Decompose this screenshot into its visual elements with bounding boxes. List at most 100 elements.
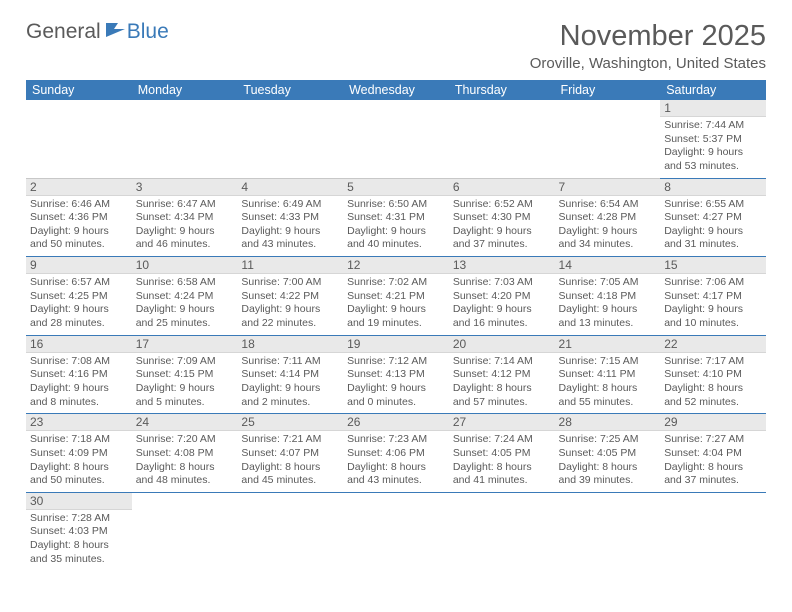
calendar-cell	[555, 100, 661, 178]
day-number: 21	[555, 336, 661, 353]
day-number: 11	[237, 257, 343, 274]
day-details: Sunrise: 7:05 AMSunset: 4:18 PMDaylight:…	[555, 274, 661, 335]
logo-flag-icon	[105, 21, 127, 44]
header-block: General Blue November 2025 Oroville, Was…	[26, 20, 766, 72]
day-number: 15	[660, 257, 766, 274]
calendar-cell: 24Sunrise: 7:20 AMSunset: 4:08 PMDayligh…	[132, 414, 238, 493]
day-details: Sunrise: 6:50 AMSunset: 4:31 PMDaylight:…	[343, 196, 449, 257]
day-details: Sunrise: 7:15 AMSunset: 4:11 PMDaylight:…	[555, 353, 661, 414]
day-details: Sunrise: 7:09 AMSunset: 4:15 PMDaylight:…	[132, 353, 238, 414]
day-number: 20	[449, 336, 555, 353]
calendar-cell	[449, 100, 555, 178]
calendar-cell: 11Sunrise: 7:00 AMSunset: 4:22 PMDayligh…	[237, 257, 343, 336]
day-number: 27	[449, 414, 555, 431]
calendar-cell: 7Sunrise: 6:54 AMSunset: 4:28 PMDaylight…	[555, 178, 661, 257]
calendar-week-row: 2Sunrise: 6:46 AMSunset: 4:36 PMDaylight…	[26, 178, 766, 257]
day-number: 6	[449, 179, 555, 196]
weekday-header: Friday	[555, 80, 661, 100]
weekday-header: Monday	[132, 80, 238, 100]
day-details: Sunrise: 6:57 AMSunset: 4:25 PMDaylight:…	[26, 274, 132, 335]
logo-text-general: General	[26, 20, 101, 44]
calendar-cell: 4Sunrise: 6:49 AMSunset: 4:33 PMDaylight…	[237, 178, 343, 257]
day-details: Sunrise: 6:52 AMSunset: 4:30 PMDaylight:…	[449, 196, 555, 257]
day-details: Sunrise: 7:24 AMSunset: 4:05 PMDaylight:…	[449, 431, 555, 492]
day-details: Sunrise: 7:08 AMSunset: 4:16 PMDaylight:…	[26, 353, 132, 414]
calendar-cell: 28Sunrise: 7:25 AMSunset: 4:05 PMDayligh…	[555, 414, 661, 493]
calendar-cell: 19Sunrise: 7:12 AMSunset: 4:13 PMDayligh…	[343, 335, 449, 414]
day-number: 10	[132, 257, 238, 274]
calendar-cell: 14Sunrise: 7:05 AMSunset: 4:18 PMDayligh…	[555, 257, 661, 336]
calendar-cell: 30Sunrise: 7:28 AMSunset: 4:03 PMDayligh…	[26, 492, 132, 570]
day-number: 3	[132, 179, 238, 196]
day-details: Sunrise: 6:55 AMSunset: 4:27 PMDaylight:…	[660, 196, 766, 257]
weekday-header: Thursday	[449, 80, 555, 100]
calendar-cell: 20Sunrise: 7:14 AMSunset: 4:12 PMDayligh…	[449, 335, 555, 414]
day-number: 2	[26, 179, 132, 196]
page-title: November 2025	[530, 20, 766, 53]
calendar-cell	[237, 100, 343, 178]
day-details: Sunrise: 6:54 AMSunset: 4:28 PMDaylight:…	[555, 196, 661, 257]
day-details: Sunrise: 7:00 AMSunset: 4:22 PMDaylight:…	[237, 274, 343, 335]
weekday-header: Wednesday	[343, 80, 449, 100]
calendar-cell: 8Sunrise: 6:55 AMSunset: 4:27 PMDaylight…	[660, 178, 766, 257]
day-details: Sunrise: 7:18 AMSunset: 4:09 PMDaylight:…	[26, 431, 132, 492]
day-number: 12	[343, 257, 449, 274]
calendar-cell: 22Sunrise: 7:17 AMSunset: 4:10 PMDayligh…	[660, 335, 766, 414]
calendar-cell: 5Sunrise: 6:50 AMSunset: 4:31 PMDaylight…	[343, 178, 449, 257]
day-details: Sunrise: 7:21 AMSunset: 4:07 PMDaylight:…	[237, 431, 343, 492]
calendar-cell: 29Sunrise: 7:27 AMSunset: 4:04 PMDayligh…	[660, 414, 766, 493]
day-details: Sunrise: 7:02 AMSunset: 4:21 PMDaylight:…	[343, 274, 449, 335]
calendar-cell: 25Sunrise: 7:21 AMSunset: 4:07 PMDayligh…	[237, 414, 343, 493]
calendar-cell	[132, 492, 238, 570]
day-details: Sunrise: 7:28 AMSunset: 4:03 PMDaylight:…	[26, 510, 132, 571]
day-number: 1	[660, 100, 766, 117]
calendar-week-row: 16Sunrise: 7:08 AMSunset: 4:16 PMDayligh…	[26, 335, 766, 414]
day-number: 28	[555, 414, 661, 431]
day-number: 7	[555, 179, 661, 196]
calendar-cell	[555, 492, 661, 570]
calendar-cell: 18Sunrise: 7:11 AMSunset: 4:14 PMDayligh…	[237, 335, 343, 414]
day-details: Sunrise: 7:23 AMSunset: 4:06 PMDaylight:…	[343, 431, 449, 492]
logo: General Blue	[26, 20, 169, 44]
day-number: 22	[660, 336, 766, 353]
calendar-cell: 10Sunrise: 6:58 AMSunset: 4:24 PMDayligh…	[132, 257, 238, 336]
calendar-cell	[343, 100, 449, 178]
calendar-cell: 12Sunrise: 7:02 AMSunset: 4:21 PMDayligh…	[343, 257, 449, 336]
calendar-week-row: 30Sunrise: 7:28 AMSunset: 4:03 PMDayligh…	[26, 492, 766, 570]
calendar-week-row: 9Sunrise: 6:57 AMSunset: 4:25 PMDaylight…	[26, 257, 766, 336]
day-number: 29	[660, 414, 766, 431]
calendar-cell: 13Sunrise: 7:03 AMSunset: 4:20 PMDayligh…	[449, 257, 555, 336]
day-number: 17	[132, 336, 238, 353]
day-number: 4	[237, 179, 343, 196]
calendar-cell	[660, 492, 766, 570]
calendar-cell: 15Sunrise: 7:06 AMSunset: 4:17 PMDayligh…	[660, 257, 766, 336]
day-details: Sunrise: 7:27 AMSunset: 4:04 PMDaylight:…	[660, 431, 766, 492]
day-details: Sunrise: 7:44 AMSunset: 5:37 PMDaylight:…	[660, 117, 766, 178]
day-details: Sunrise: 7:20 AMSunset: 4:08 PMDaylight:…	[132, 431, 238, 492]
day-details: Sunrise: 7:14 AMSunset: 4:12 PMDaylight:…	[449, 353, 555, 414]
day-number: 25	[237, 414, 343, 431]
logo-text-blue: Blue	[127, 20, 169, 44]
day-details: Sunrise: 7:25 AMSunset: 4:05 PMDaylight:…	[555, 431, 661, 492]
day-details: Sunrise: 7:06 AMSunset: 4:17 PMDaylight:…	[660, 274, 766, 335]
calendar-cell	[343, 492, 449, 570]
day-number: 19	[343, 336, 449, 353]
calendar-cell: 21Sunrise: 7:15 AMSunset: 4:11 PMDayligh…	[555, 335, 661, 414]
calendar-cell: 16Sunrise: 7:08 AMSunset: 4:16 PMDayligh…	[26, 335, 132, 414]
day-number: 8	[660, 179, 766, 196]
calendar-cell: 26Sunrise: 7:23 AMSunset: 4:06 PMDayligh…	[343, 414, 449, 493]
calendar-cell: 27Sunrise: 7:24 AMSunset: 4:05 PMDayligh…	[449, 414, 555, 493]
day-number: 9	[26, 257, 132, 274]
day-details: Sunrise: 7:03 AMSunset: 4:20 PMDaylight:…	[449, 274, 555, 335]
calendar-cell: 9Sunrise: 6:57 AMSunset: 4:25 PMDaylight…	[26, 257, 132, 336]
weekday-header: Sunday	[26, 80, 132, 100]
calendar-cell: 17Sunrise: 7:09 AMSunset: 4:15 PMDayligh…	[132, 335, 238, 414]
day-number: 18	[237, 336, 343, 353]
day-number: 16	[26, 336, 132, 353]
calendar-week-row: 23Sunrise: 7:18 AMSunset: 4:09 PMDayligh…	[26, 414, 766, 493]
day-details: Sunrise: 6:47 AMSunset: 4:34 PMDaylight:…	[132, 196, 238, 257]
day-details: Sunrise: 6:58 AMSunset: 4:24 PMDaylight:…	[132, 274, 238, 335]
day-number: 13	[449, 257, 555, 274]
day-number: 24	[132, 414, 238, 431]
calendar-cell: 23Sunrise: 7:18 AMSunset: 4:09 PMDayligh…	[26, 414, 132, 493]
